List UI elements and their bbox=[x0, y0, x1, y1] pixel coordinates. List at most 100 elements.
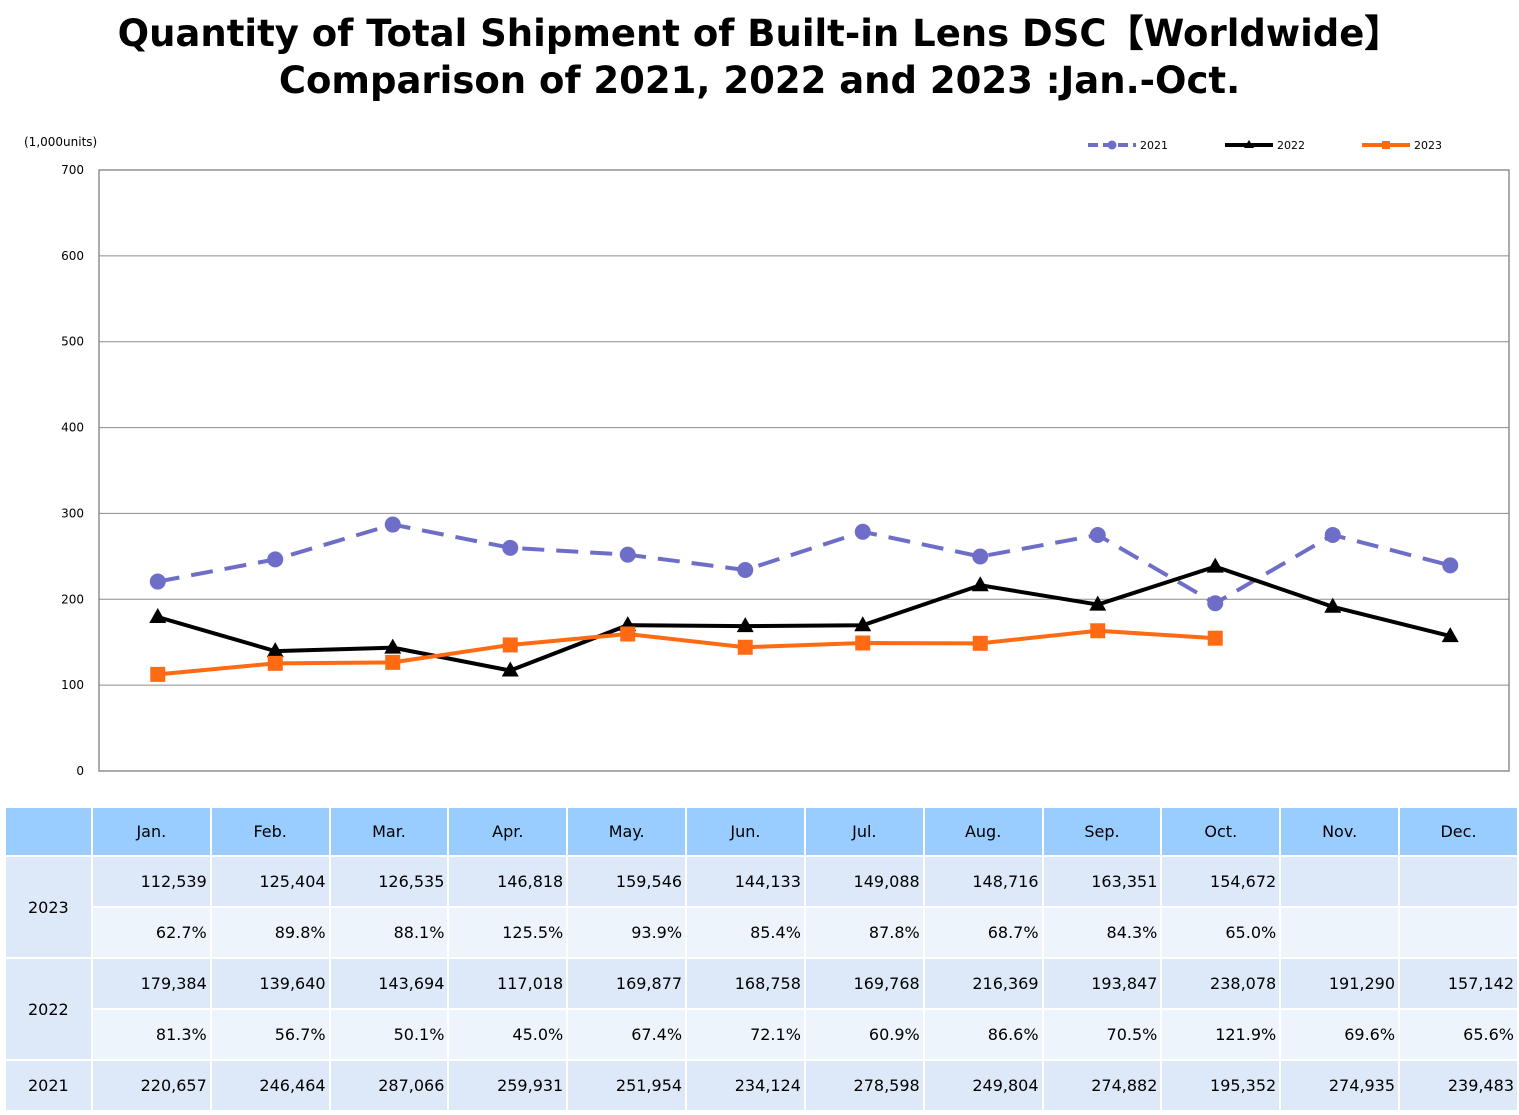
y-tick-label: 200 bbox=[61, 592, 84, 606]
table-value-cell: 146,818 bbox=[449, 857, 567, 906]
table-value-cell: 154,672 bbox=[1162, 857, 1280, 906]
table-header-cell: Aug. bbox=[924, 808, 1042, 855]
y-tick-label: 400 bbox=[61, 421, 84, 435]
data-point bbox=[620, 626, 636, 642]
data-point bbox=[1324, 597, 1342, 613]
table-ratio-cell bbox=[1281, 908, 1399, 957]
table-row: 2023 112,539 125,404 126,535 146,818 159,546 1… bbox=[6, 857, 1517, 957]
table-value-cell: 195,352 bbox=[1162, 1061, 1280, 1110]
data-point bbox=[855, 635, 871, 651]
data-point bbox=[267, 551, 284, 568]
series-2023 bbox=[150, 623, 1223, 682]
legend-marker bbox=[1107, 140, 1117, 150]
table-value-cell: 169,768 bbox=[805, 959, 923, 1008]
legend: 2021 2022 2023 bbox=[1088, 139, 1442, 152]
table-value-cell: 251,954 bbox=[568, 1061, 686, 1110]
data-point bbox=[384, 638, 402, 654]
data-point bbox=[972, 635, 988, 651]
data-point bbox=[736, 617, 754, 633]
table-value-cell: 274,935 bbox=[1281, 1061, 1399, 1110]
table-value-cell: 246,464 bbox=[211, 1061, 329, 1110]
data-point bbox=[737, 561, 754, 578]
table-ratio-cell: 88.1% bbox=[330, 908, 448, 957]
legend-item-2021: 2021 bbox=[1088, 139, 1168, 152]
data-point bbox=[149, 573, 166, 590]
table-ratio-cell: 60.9% bbox=[805, 1010, 923, 1059]
table-ratio-cell: 62.7% bbox=[92, 908, 210, 957]
legend-item-2022: 2022 bbox=[1225, 139, 1305, 152]
table-ratio-cell: 68.7% bbox=[924, 908, 1042, 957]
table-value-cell: 112,539 bbox=[92, 857, 210, 906]
data-point bbox=[1090, 623, 1106, 639]
table-header-row: Jan. Feb. Mar. Apr. May. Jun. Jul. Aug. Sep. Oct.… bbox=[6, 808, 1517, 855]
table-header-cell: Oct. bbox=[1162, 808, 1280, 855]
data-point bbox=[267, 655, 283, 671]
grid-lines bbox=[99, 255, 1509, 686]
table-ratio-cell: 89.8% bbox=[211, 908, 329, 957]
table-value-cell: 126,535 bbox=[330, 857, 448, 906]
table-value-cell: 234,124 bbox=[687, 1061, 804, 1110]
data-point bbox=[266, 642, 284, 658]
row-year-label: 2023 bbox=[6, 857, 91, 957]
table-row: 2022 179,384 139,640 143,694 117,018 169,877 1… bbox=[6, 959, 1517, 1059]
chart-title: Quantity of Total Shipment of Built-in L… bbox=[0, 10, 1519, 104]
line-chart: (1,000units) 0 100 200 300 400 500 600 700 2021… bbox=[24, 135, 1510, 778]
table-ratio-cell: 50.1% bbox=[330, 1010, 448, 1059]
table-value-cell: 287,066 bbox=[330, 1061, 448, 1110]
legend-label: 2021 bbox=[1140, 139, 1168, 152]
y-tick-label: 0 bbox=[76, 764, 84, 778]
data-point bbox=[619, 546, 636, 563]
table-value-cell: 163,351 bbox=[1043, 857, 1161, 906]
table-header-cell: Jul. bbox=[805, 808, 923, 855]
data-point bbox=[384, 516, 401, 533]
table-ratio-row: 81.3% 56.7% 50.1% 45.0% 67.4% 72.1% 60.9% 86.6%… bbox=[6, 1010, 1517, 1059]
table-value-cell: 149,088 bbox=[805, 857, 923, 906]
table-ratio-cell: 93.9% bbox=[568, 908, 686, 957]
table-value-cell: 191,290 bbox=[1281, 959, 1399, 1008]
y-tick-label: 600 bbox=[61, 249, 84, 263]
data-point bbox=[501, 661, 519, 677]
table-corner-cell bbox=[6, 808, 91, 855]
row-year-label: 2022 bbox=[6, 959, 91, 1059]
title-line-2: Comparison of 2021, 2022 and 2023 :Jan.-… bbox=[278, 59, 1241, 102]
y-tick-label: 700 bbox=[61, 163, 84, 177]
y-axis: 0 100 200 300 400 500 600 700 bbox=[61, 163, 1510, 778]
table-value-cell: 139,640 bbox=[211, 959, 329, 1008]
table-value-cell: 239,483 bbox=[1400, 1061, 1517, 1110]
table-header-cell: Sep. bbox=[1043, 808, 1161, 855]
table-ratio-cell: 85.4% bbox=[687, 908, 804, 957]
legend-marker bbox=[1382, 141, 1390, 149]
table-header-cell: Feb. bbox=[211, 808, 329, 855]
table-ratio-cell: 67.4% bbox=[568, 1010, 686, 1059]
table-value-cell bbox=[1281, 857, 1399, 906]
data-point bbox=[149, 607, 167, 623]
series-2022 bbox=[149, 557, 1459, 677]
table-value-cell: 148,716 bbox=[924, 857, 1042, 906]
y-tick-label: 300 bbox=[61, 506, 84, 520]
table-header-cell: Jun. bbox=[687, 808, 804, 855]
data-point bbox=[502, 539, 519, 556]
table-ratio-cell: 45.0% bbox=[449, 1010, 567, 1059]
table-value-cell: 179,384 bbox=[92, 959, 210, 1008]
table-ratio-cell: 69.6% bbox=[1281, 1010, 1399, 1059]
data-point bbox=[972, 548, 989, 565]
table-value-cell: 117,018 bbox=[449, 959, 567, 1008]
data-point bbox=[1442, 557, 1459, 574]
data-point bbox=[737, 639, 753, 655]
table-header-cell: Nov. bbox=[1281, 808, 1399, 855]
legend-label: 2023 bbox=[1414, 139, 1442, 152]
y-tick-label: 100 bbox=[61, 678, 84, 692]
table-value-cell: 168,758 bbox=[687, 959, 804, 1008]
table-ratio-cell: 65.6% bbox=[1400, 1010, 1517, 1059]
series bbox=[149, 516, 1459, 682]
legend-label: 2022 bbox=[1277, 139, 1305, 152]
data-point bbox=[1089, 595, 1107, 611]
legend-item-2023: 2023 bbox=[1362, 139, 1442, 152]
table-ratio-cell: 84.3% bbox=[1043, 908, 1161, 957]
table-ratio-cell: 121.9% bbox=[1162, 1010, 1280, 1059]
table-value-cell: 157,142 bbox=[1400, 959, 1517, 1008]
table-value-cell: 125,404 bbox=[211, 857, 329, 906]
data-point bbox=[1324, 526, 1341, 543]
table-header-cell: Apr. bbox=[449, 808, 567, 855]
table-value-cell bbox=[1400, 857, 1517, 906]
